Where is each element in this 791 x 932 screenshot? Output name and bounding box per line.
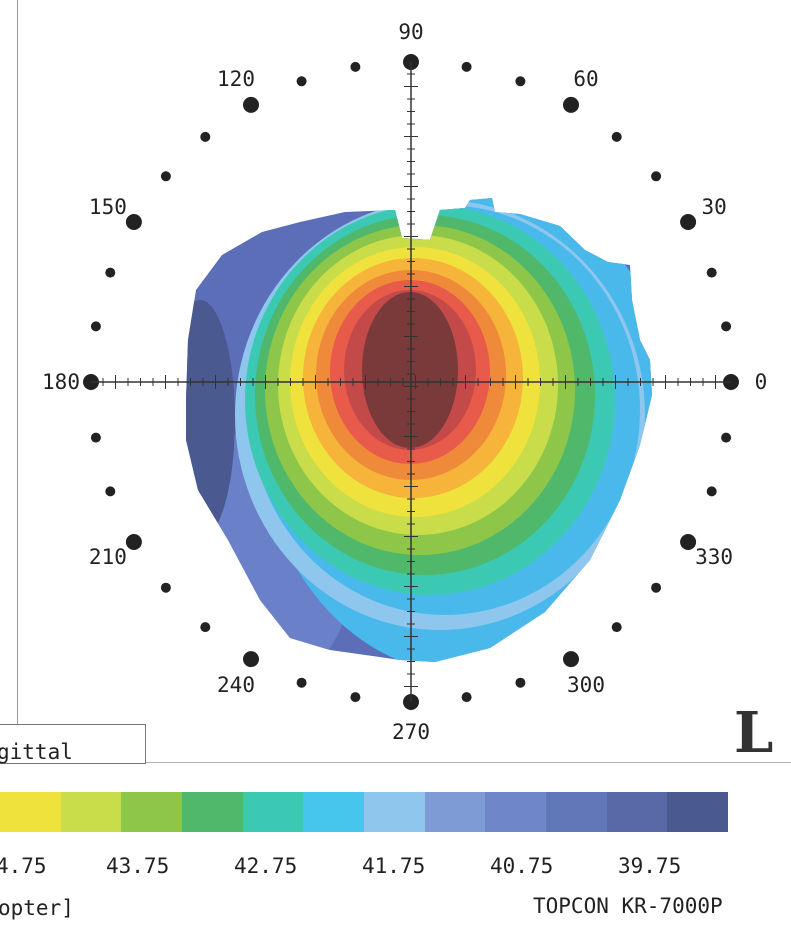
- scale-label-6: 39.75: [618, 854, 682, 878]
- angle-marker-dot: [515, 76, 526, 87]
- angle-marker-dot: [651, 582, 662, 593]
- angle-marker-dot: [461, 692, 472, 703]
- angle-marker-dot: [611, 131, 622, 142]
- map-mode-box: gittal: [0, 724, 146, 764]
- color-scale-swatch: [546, 792, 607, 832]
- angle-label: 270: [392, 720, 430, 744]
- angle-label: 330: [695, 545, 733, 569]
- angle-marker-dot: [125, 214, 142, 230]
- angle-marker-dot: [90, 432, 101, 443]
- scale-label-1: 4.75: [0, 854, 47, 878]
- angle-marker-dot: [296, 677, 307, 688]
- angle-marker-dot: [706, 267, 717, 278]
- angle-marker-dot: [243, 96, 259, 113]
- color-scale-swatch: [485, 792, 547, 832]
- map-mode-label: gittal: [0, 740, 73, 764]
- angle-marker-dot: [160, 582, 171, 593]
- angle-marker-dot: [721, 432, 732, 443]
- color-scale-swatch: [667, 792, 729, 832]
- angle-markers: [83, 54, 739, 710]
- angle-label: 300: [567, 673, 605, 697]
- angle-label: 240: [217, 673, 255, 697]
- scale-label-2: 43.75: [106, 854, 170, 878]
- device-name: TOPCON KR-7000P: [533, 894, 723, 918]
- color-scale-swatch: [364, 792, 425, 832]
- angle-marker-dot: [105, 486, 116, 497]
- frame-bottom-border: [146, 762, 791, 763]
- angle-marker-dot: [90, 321, 101, 332]
- color-scale-swatch: [424, 792, 486, 832]
- color-scale-swatch: [0, 792, 61, 832]
- color-scale-bar: [0, 792, 729, 832]
- angle-label: 60: [573, 67, 598, 91]
- angle-marker-dot: [611, 622, 622, 633]
- angle-marker-dot: [296, 76, 307, 87]
- angle-marker-dot: [160, 171, 171, 182]
- scale-label-5: 40.75: [490, 854, 554, 878]
- angle-label: 180: [42, 370, 80, 394]
- angle-marker-dot: [350, 692, 361, 703]
- angle-marker-dot: [200, 622, 211, 633]
- angle-label: 90: [398, 20, 423, 44]
- angle-label: 150: [89, 195, 127, 219]
- cornea-color-map: [186, 198, 652, 662]
- color-scale-swatch: [182, 792, 243, 832]
- angle-marker-dot: [105, 267, 116, 278]
- angle-marker-dot: [680, 534, 697, 550]
- angle-marker-dot: [721, 321, 732, 332]
- angle-marker-dot: [461, 61, 472, 72]
- unit-label: opter]: [0, 896, 74, 920]
- angle-marker-dot: [706, 486, 717, 497]
- angle-marker-dot: [680, 214, 697, 230]
- color-scale-swatch: [303, 792, 365, 832]
- color-scale-swatch: [606, 792, 668, 832]
- frame-left-border: [17, 0, 18, 724]
- angle-marker-dot: [563, 96, 579, 113]
- angle-marker-dot: [243, 651, 259, 668]
- angle-marker-dot: [651, 171, 662, 182]
- angle-label: 120: [217, 67, 255, 91]
- crosshair-axes: [91, 62, 731, 702]
- angle-label: 30: [701, 195, 726, 219]
- angle-label: 210: [89, 545, 127, 569]
- angle-label: 0: [755, 370, 768, 394]
- angle-marker-dot: [125, 534, 142, 550]
- scale-label-4: 41.75: [362, 854, 426, 878]
- color-scale-swatch: [242, 792, 304, 832]
- color-scale-swatch: [121, 792, 183, 832]
- color-scale-swatch: [60, 792, 122, 832]
- scale-label-3: 42.75: [234, 854, 298, 878]
- angle-marker-dot: [350, 61, 361, 72]
- angle-marker-dot: [563, 651, 579, 668]
- angle-marker-dot: [200, 131, 211, 142]
- eye-indicator: L: [734, 700, 774, 766]
- angle-marker-dot: [515, 677, 526, 688]
